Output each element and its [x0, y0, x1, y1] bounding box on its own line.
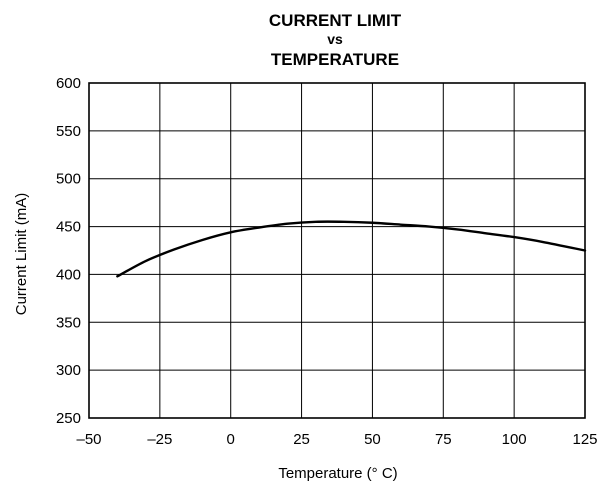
chart-title: CURRENT LIMIT vs TEMPERATURE — [269, 11, 402, 69]
chart-title-line-1: CURRENT LIMIT — [269, 11, 402, 30]
x-tick-label: 50 — [364, 431, 381, 448]
chart-title-line-2: vs — [327, 31, 343, 47]
y-tick-label: 500 — [56, 171, 81, 188]
y-axis-label: Current Limit (mA) — [13, 193, 30, 316]
y-axis-ticks: 250 300 350 400 450 500 550 600 — [56, 75, 81, 427]
x-tick-label: –50 — [76, 431, 101, 448]
x-tick-label: 25 — [293, 431, 310, 448]
y-tick-label: 600 — [56, 75, 81, 92]
x-axis-label: Temperature (° C) — [278, 465, 397, 482]
x-tick-label: 100 — [502, 431, 527, 448]
series-line-current-limit — [116, 220, 587, 278]
y-tick-label: 350 — [56, 314, 81, 331]
y-tick-label: 400 — [56, 266, 81, 283]
y-tick-label: 300 — [56, 362, 81, 379]
x-axis-ticks: –50 –25 0 25 50 75 100 125 — [76, 431, 597, 448]
y-tick-label: 250 — [56, 410, 81, 427]
x-tick-label: 125 — [572, 431, 597, 448]
x-tick-label: –25 — [147, 431, 172, 448]
y-tick-label: 550 — [56, 123, 81, 140]
x-tick-label: 75 — [435, 431, 452, 448]
x-tick-label: 0 — [227, 431, 235, 448]
chart-title-line-3: TEMPERATURE — [271, 50, 399, 69]
grid-lines — [89, 83, 585, 418]
plot-frame — [88, 82, 586, 419]
y-tick-label: 450 — [56, 219, 81, 236]
